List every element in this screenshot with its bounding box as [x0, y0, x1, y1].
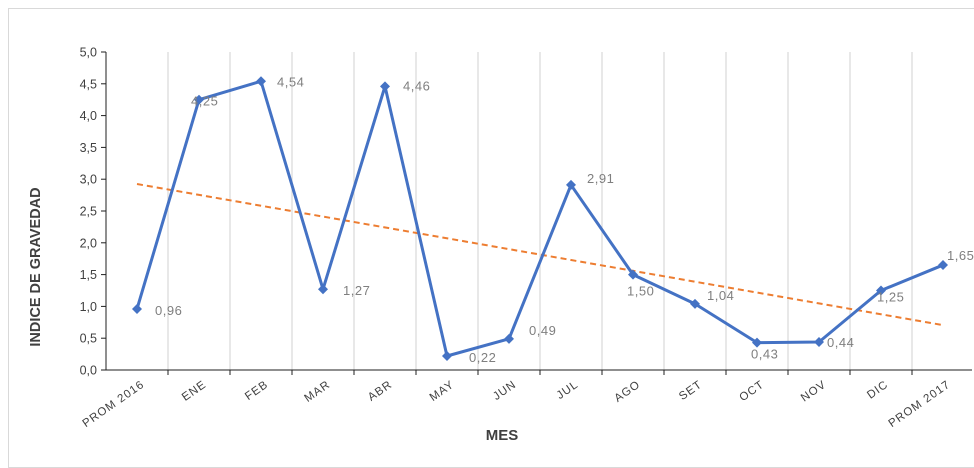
data-label: 4,25 [191, 94, 218, 109]
x-tick-label: JUN [491, 379, 519, 403]
x-axis-title: MES [486, 427, 519, 444]
x-tick-label: SET [677, 379, 705, 403]
data-point-marker [442, 351, 452, 362]
data-label: 4,54 [277, 74, 304, 89]
data-point-marker [938, 260, 948, 271]
data-label: 0,43 [751, 347, 778, 362]
data-label: 0,44 [827, 335, 854, 350]
x-tick-label: AGO [612, 379, 642, 405]
data-point-marker [132, 303, 142, 314]
data-label: 0,22 [469, 350, 496, 365]
x-tick-label: PROM 2016 [81, 379, 147, 430]
series-line [135, 79, 944, 358]
x-tick-label: MAY [428, 379, 457, 404]
x-tick-label: JUL [555, 379, 581, 402]
data-point-marker [690, 298, 700, 309]
y-tick-label: 4,5 [80, 77, 97, 91]
data-point-marker [194, 94, 204, 105]
y-tick-label: 0,0 [80, 364, 97, 378]
data-point-marker [752, 337, 762, 348]
data-point-marker [318, 284, 328, 295]
data-label: 2,91 [587, 171, 614, 186]
data-point-marker [504, 333, 514, 344]
trendline [136, 183, 944, 327]
x-tick-label: DIC [865, 379, 891, 402]
y-tick-label: 5,0 [80, 46, 97, 60]
line-chart: 0,0 0,5 1,0 1,5 2,0 2,5 3,0 3,5 4,0 4,5 5,0 PROM 2… [28, 46, 974, 445]
x-axis: PROM 2016 ENE FEB MAR ABR MAY JUN JUL AGO SET OCT N… [81, 369, 972, 430]
y-axis: 0,0 0,5 1,0 1,5 2,0 2,5 3,0 3,5 4,0 4,5 5,0 [80, 46, 107, 378]
data-point-marker [566, 179, 576, 190]
data-label: 0,96 [155, 303, 182, 318]
x-tick-label: ENE [180, 379, 209, 404]
data-point-marker [814, 337, 824, 348]
data-point-marker [628, 269, 638, 280]
y-tick-label: 1,0 [80, 300, 97, 314]
data-point-marker [876, 285, 886, 296]
data-point-marker [380, 81, 390, 92]
x-tick-label: MAR [302, 379, 332, 405]
y-axis-title: INDICE DE GRAVEDAD [28, 187, 44, 346]
data-label: 1,04 [707, 288, 734, 303]
data-label: 0,49 [529, 323, 556, 338]
x-tick-label: PROM 2017 [887, 379, 953, 430]
series-group [132, 76, 948, 362]
data-label: 1,65 [947, 248, 974, 263]
y-tick-label: 3,0 [80, 173, 97, 187]
y-tick-label: 2,5 [80, 205, 97, 219]
x-tick-label: NOV [799, 379, 829, 405]
trendline-group [136, 183, 944, 327]
data-label: 4,46 [403, 78, 430, 93]
x-tick-label: ABR [366, 379, 395, 404]
x-tick-label: FEB [243, 379, 271, 403]
y-tick-label: 0,5 [80, 332, 97, 346]
y-tick-label: 1,5 [80, 268, 97, 282]
data-label: 1,27 [343, 283, 370, 298]
x-tick-label: OCT [737, 379, 766, 404]
y-tick-label: 2,0 [80, 236, 97, 250]
data-point-marker [256, 76, 266, 87]
data-labels: 0,96 4,25 4,54 1,27 4,46 0,22 0,49 2,91 1,50 1,04… [155, 74, 974, 365]
data-label: 1,50 [627, 284, 654, 299]
data-label: 1,25 [877, 290, 904, 305]
y-tick-label: 3,5 [80, 141, 97, 155]
y-tick-label: 4,0 [80, 109, 97, 123]
